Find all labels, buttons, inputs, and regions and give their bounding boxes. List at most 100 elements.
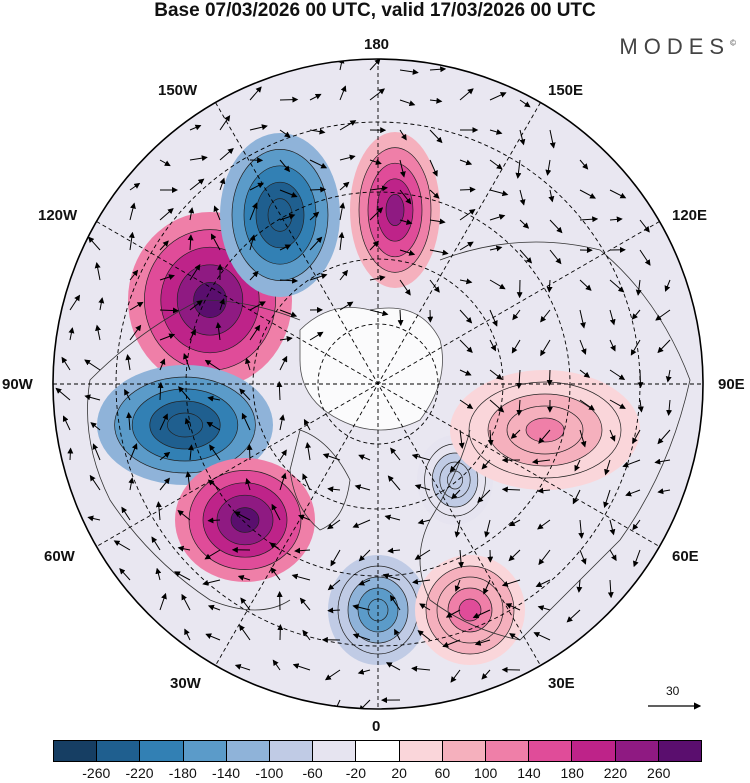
colorbar-swatch [442,741,487,761]
map-title: Base 07/03/2026 00 UTC, valid 17/03/2026… [154,0,596,21]
colorbar-tick-label: 180 [560,765,584,781]
wind-vector [519,189,526,206]
wind-vector [519,249,533,264]
wind-vector [339,301,354,311]
wind-vector [609,369,626,381]
wind-vector [657,429,671,445]
anomaly-contour [367,598,389,622]
wind-vector [489,189,509,197]
wind-vector [159,333,176,341]
wind-vector [234,664,251,671]
wind-vector [84,394,101,401]
wind-vector [505,603,521,611]
wind-vector [489,245,503,252]
lon-label-180: 180 [364,36,390,53]
wind-vector [484,519,491,538]
wind-vector [548,189,555,203]
wind-vector [609,216,623,223]
wind-vector [399,129,407,141]
wind-vector [566,609,581,623]
wind-vector [531,458,551,465]
wind-vector [294,547,311,554]
wind-vector [177,545,191,552]
wind-vector [239,388,251,401]
wind-vector [210,233,221,251]
wind-vector [298,514,311,521]
wind-vector [429,218,446,225]
wind-vector [69,294,81,311]
wind-vector [174,571,191,581]
wind-vector [309,186,327,193]
wind-vector [272,659,281,671]
wind-vector [159,240,169,251]
lon-label-60w: 60W [44,548,75,565]
wind-vector [302,473,311,491]
wind-vector [249,124,268,131]
anomaly-contour [525,417,565,443]
wind-vector [94,262,101,281]
wind-vector [538,429,551,444]
colorbar-tick-label: 20 [391,765,407,781]
wind-vector [664,279,671,292]
lon-label-120w: 120W [38,207,78,224]
wind-vector [159,207,174,221]
wind-vector [279,355,288,371]
anomaly-field [97,132,640,665]
wind-vector [279,96,299,103]
wind-vector [489,279,506,290]
wind-vector [489,339,496,352]
wind-vector [124,388,131,401]
lon-label-150w: 150W [158,82,198,99]
wind-vector [121,506,131,521]
wind-vector [483,579,491,595]
wind-vector [412,578,431,585]
wind-vector [98,297,105,311]
land-outlines [87,241,691,641]
wind-vector [579,159,589,170]
wind-vector [655,309,671,321]
wind-vector [477,489,491,503]
wind-vector [472,609,491,619]
anomaly-contour [230,507,260,533]
wind-vector [305,442,312,461]
colorbar-swatch [140,741,184,761]
wind-vector [215,322,222,341]
wind-vector [546,369,553,386]
wind-vector [369,275,386,282]
wind-vector [181,593,191,611]
wind-vector [625,489,641,497]
wind-vector [417,630,431,641]
wind-vector [279,129,291,138]
colorbar-swatch [313,741,357,761]
wind-vector [159,451,171,461]
wind-vector [429,66,447,73]
wind-vector [279,309,298,318]
wind-vector [352,633,371,641]
wind-vector [339,202,346,221]
wind-vector [390,447,401,461]
wind-vector [579,339,587,355]
wind-vector [279,244,292,251]
wind-vector [399,219,413,225]
wind-vector [129,301,144,311]
wind-vector [387,547,401,554]
wind-vector [516,399,523,416]
wind-vector [249,202,258,221]
wind-vector [399,249,416,256]
wind-vector [540,309,551,323]
wind-vector [576,579,583,593]
wind-vector [249,270,259,281]
wind-vector [635,279,642,296]
wind-vector [545,159,552,176]
wind-vector [540,339,551,357]
wind-vector [579,189,596,199]
wind-vector [113,540,131,551]
wind-vector [249,301,266,311]
wind-vector [279,449,287,461]
wind-vector [207,479,221,491]
wind-vector [399,279,411,296]
wind-vector [357,668,371,675]
wind-vector [414,549,431,560]
colorbar [53,740,702,762]
wind-vector [309,236,323,251]
